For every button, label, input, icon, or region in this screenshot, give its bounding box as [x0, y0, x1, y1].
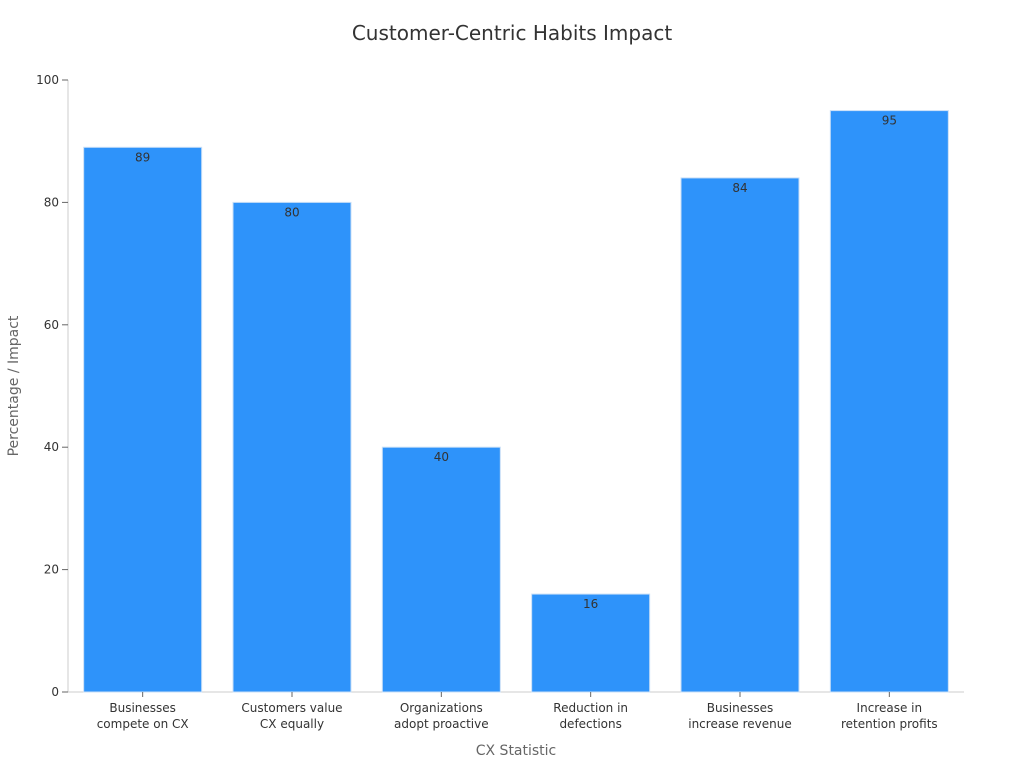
x-ticks-group: Businesses compete on CX Customers value CX…: [97, 692, 938, 731]
x-tick-label: defections: [559, 717, 621, 731]
bar-value-label: 80: [284, 205, 299, 219]
x-tick-label: Reduction in: [553, 701, 628, 715]
bar: [680, 177, 800, 693]
y-tick-label: 0: [51, 685, 59, 699]
y-tick-label: 60: [44, 318, 59, 332]
x-axis-label: CX Statistic: [476, 743, 557, 759]
x-tick-label: compete on CX: [97, 717, 189, 731]
x-tick-label: Businesses: [109, 701, 176, 715]
bar-value-label: 40: [434, 450, 449, 464]
bar: [531, 593, 651, 693]
value-labels-group: 89 80 40 16 84 95: [135, 114, 897, 611]
y-tick-label: 80: [44, 195, 59, 209]
y-axis-label: Percentage / Impact: [6, 315, 22, 456]
bar-value-label: 84: [732, 181, 747, 195]
x-tick-label: Businesses: [707, 701, 774, 715]
y-ticks-group: 0 20 40 60 80 100: [36, 73, 68, 699]
bar: [381, 446, 501, 693]
y-tick-label: 100: [36, 73, 59, 87]
x-tick-label: Increase in: [857, 701, 923, 715]
bar-value-label: 89: [135, 150, 150, 164]
bars-group: [83, 110, 949, 693]
x-tick-label: increase revenue: [688, 717, 792, 731]
bar-value-label: 95: [882, 114, 897, 128]
x-tick-label: CX equally: [260, 717, 324, 731]
chart-title: Customer-Centric Habits Impact: [352, 21, 673, 45]
y-tick-label: 20: [44, 563, 59, 577]
x-tick-label: Organizations: [400, 701, 483, 715]
x-tick-label: retention profits: [841, 717, 938, 731]
bar: [232, 201, 352, 693]
x-tick-label: Customers value: [241, 701, 342, 715]
bar: [83, 146, 203, 693]
x-tick-label: adopt proactive: [394, 717, 489, 731]
axes: [67, 80, 964, 693]
bar-value-label: 16: [583, 597, 598, 611]
bar: [829, 110, 949, 693]
y-tick-label: 40: [44, 440, 59, 454]
